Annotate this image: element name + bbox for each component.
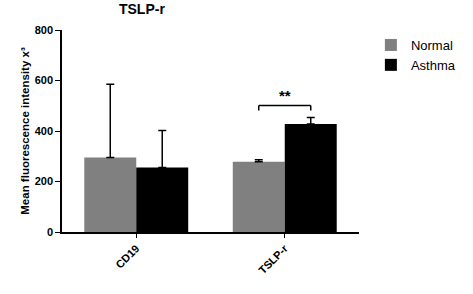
svg-text:Mean fluorescence intensity x³: Mean fluorescence intensity x³ — [19, 47, 31, 215]
svg-text:200: 200 — [35, 175, 53, 187]
svg-text:Normal: Normal — [411, 38, 453, 53]
svg-text:0: 0 — [47, 226, 53, 238]
svg-text:CD19: CD19 — [113, 242, 141, 270]
svg-text:800: 800 — [35, 24, 53, 36]
svg-text:**: ** — [279, 87, 291, 104]
svg-text:600: 600 — [35, 74, 53, 86]
svg-text:TSLP-r: TSLP-r — [119, 1, 165, 17]
svg-text:Asthma: Asthma — [411, 58, 456, 73]
svg-text:400: 400 — [35, 125, 53, 137]
svg-text:TSLP-r: TSLP-r — [256, 242, 290, 276]
